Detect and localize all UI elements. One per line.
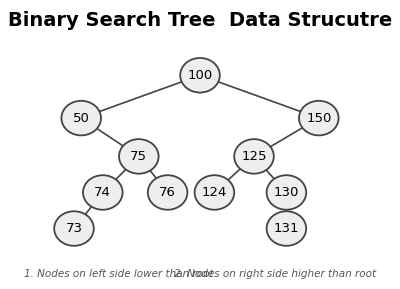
Text: Binary Search Tree  Data Strucutre: Binary Search Tree Data Strucutre — [8, 11, 392, 30]
Text: 76: 76 — [159, 186, 176, 199]
Text: 75: 75 — [130, 150, 147, 163]
Text: 125: 125 — [241, 150, 267, 163]
Text: 1. Nodes on left side lower than root: 1. Nodes on left side lower than root — [24, 269, 213, 279]
Ellipse shape — [299, 101, 338, 135]
Ellipse shape — [234, 139, 274, 174]
Ellipse shape — [83, 175, 123, 210]
Ellipse shape — [62, 101, 101, 135]
Text: 100: 100 — [187, 69, 213, 82]
Text: 130: 130 — [274, 186, 299, 199]
Text: 74: 74 — [94, 186, 111, 199]
Text: 150: 150 — [306, 112, 332, 125]
Ellipse shape — [194, 175, 234, 210]
Text: 73: 73 — [66, 222, 82, 235]
Ellipse shape — [54, 211, 94, 246]
Ellipse shape — [266, 175, 306, 210]
Ellipse shape — [180, 58, 220, 92]
Ellipse shape — [148, 175, 187, 210]
Text: 131: 131 — [274, 222, 299, 235]
Ellipse shape — [119, 139, 159, 174]
Text: 2. Nodes on right side higher than root: 2. Nodes on right side higher than root — [174, 269, 376, 279]
Text: 124: 124 — [202, 186, 227, 199]
Ellipse shape — [266, 211, 306, 246]
Text: 50: 50 — [73, 112, 90, 125]
